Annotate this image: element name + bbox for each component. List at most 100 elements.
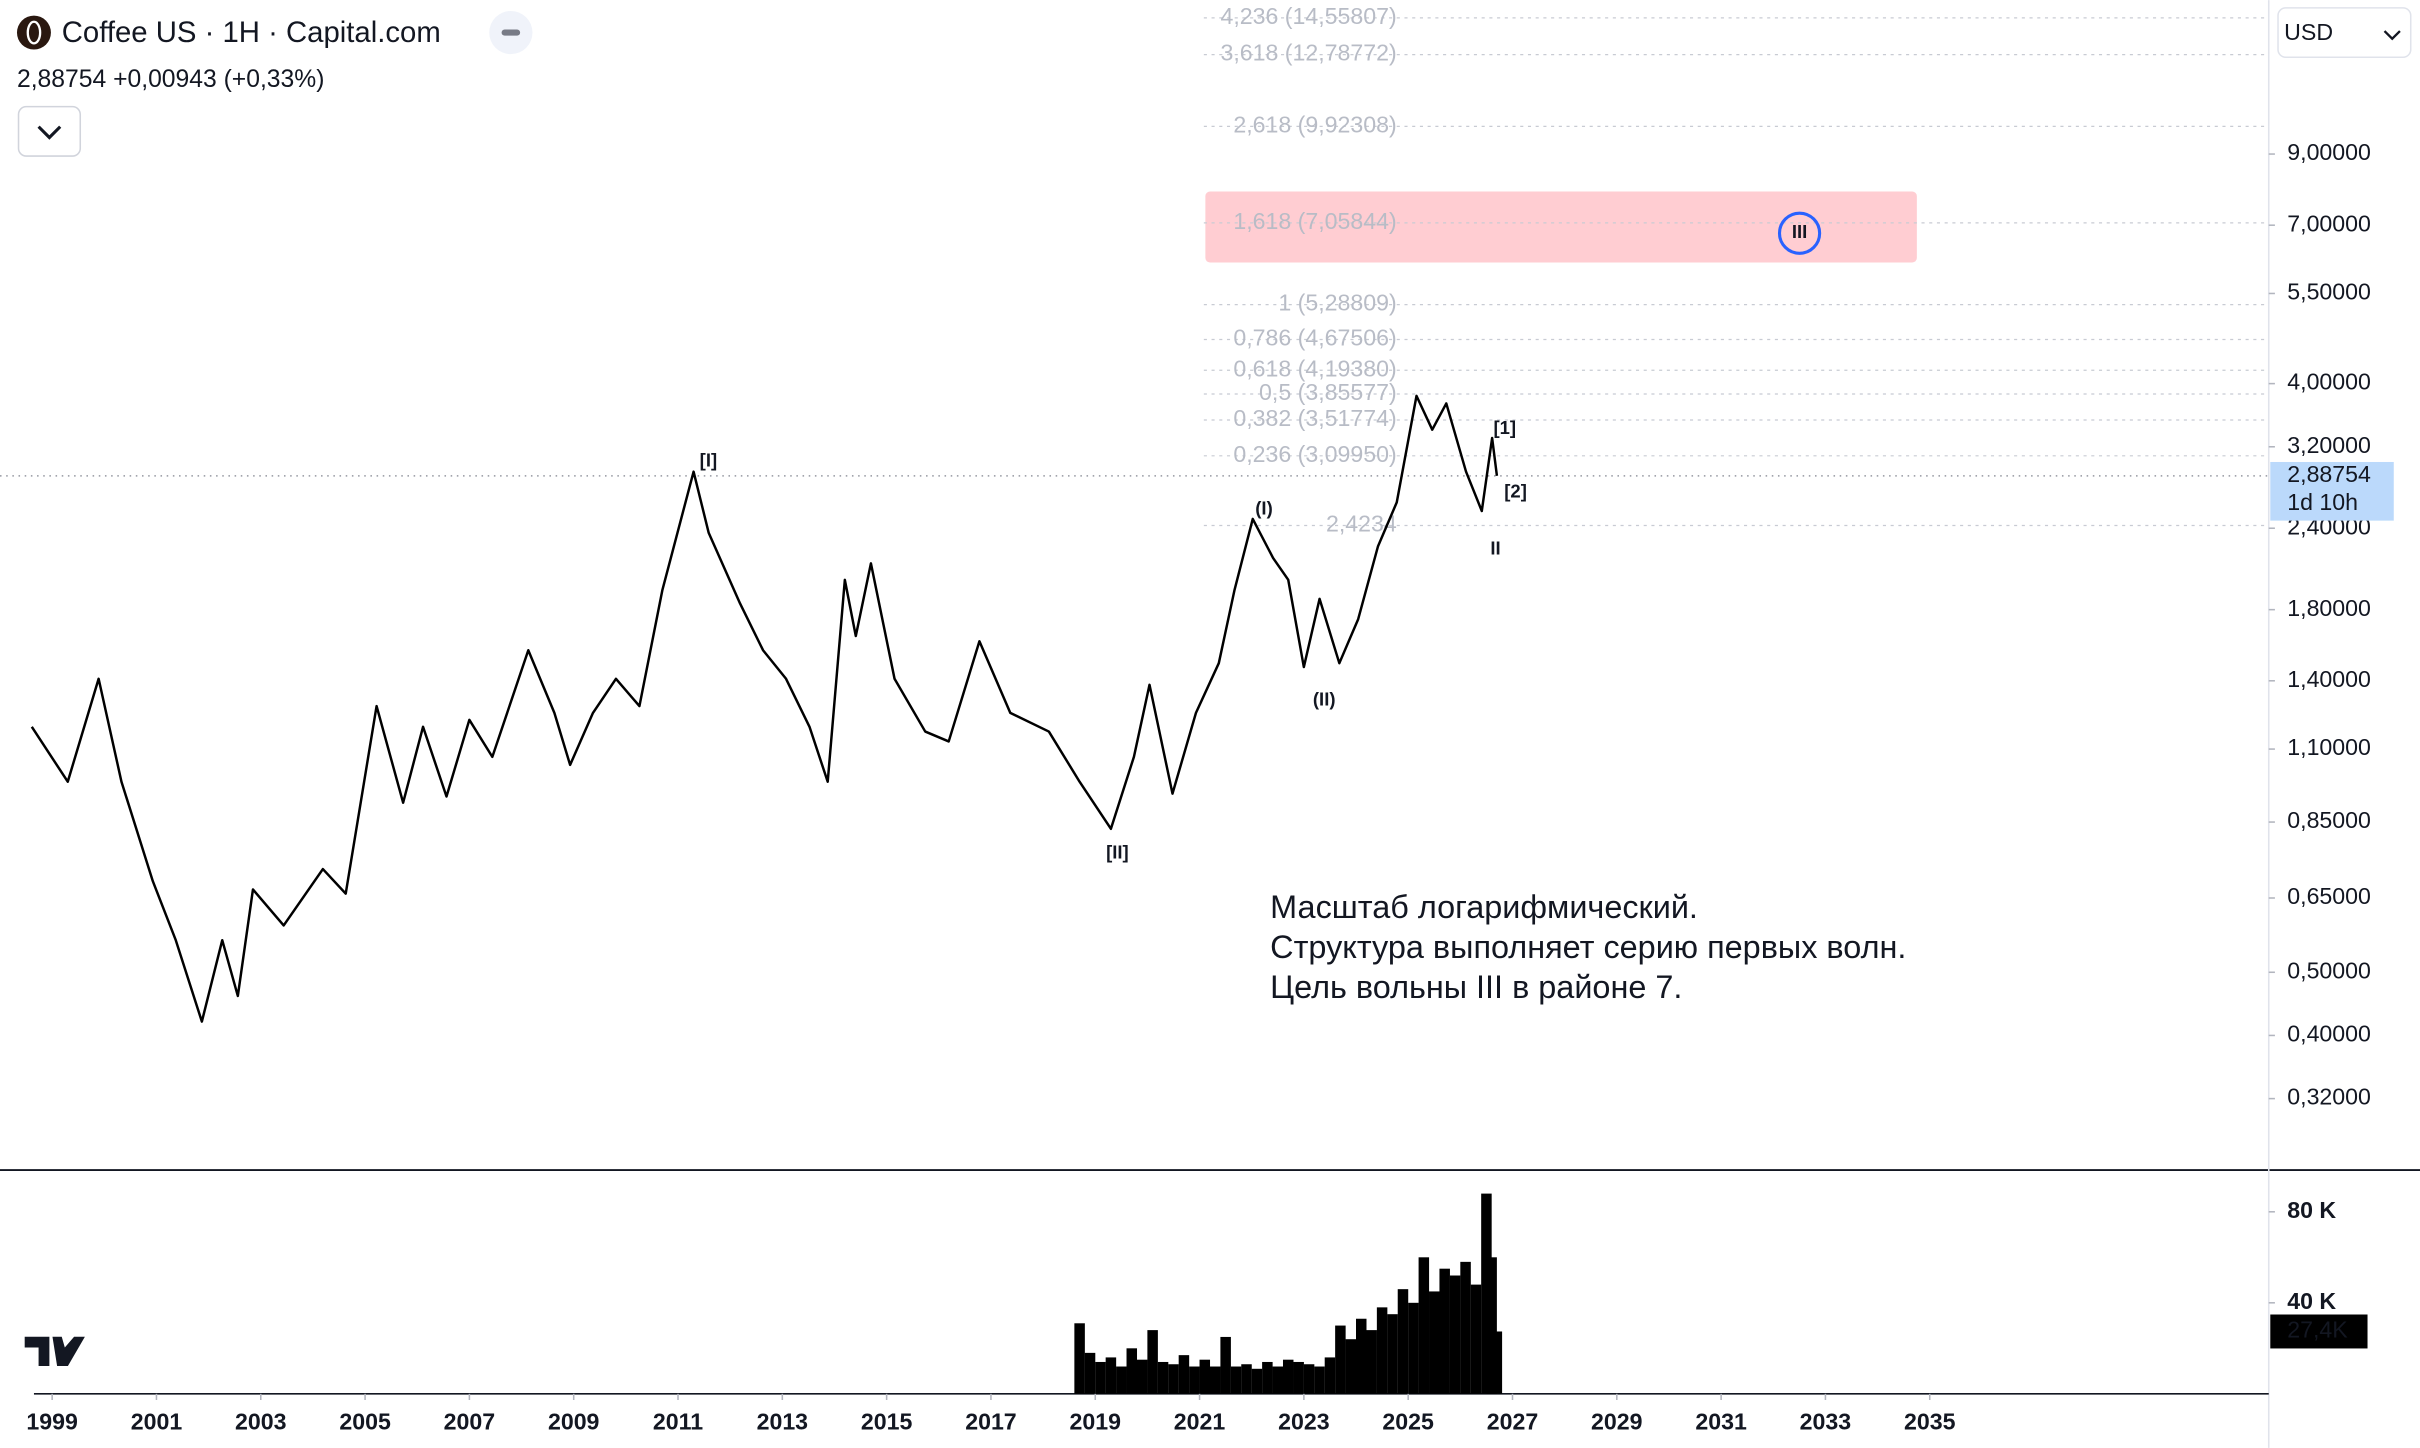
x-tick-label: 2017 <box>965 1408 1016 1434</box>
x-tick-label: 2027 <box>1487 1408 1538 1434</box>
x-tick-label: 2029 <box>1591 1408 1643 1434</box>
y-tick-label: 1,10000 <box>2287 734 2371 760</box>
y-tick-label: 0,40000 <box>2287 1021 2371 1047</box>
y-tick-label: 0,85000 <box>2287 807 2371 833</box>
wave-label: [II] <box>1106 842 1129 863</box>
wave-label: (II) <box>1313 689 1336 710</box>
fib-label: 0,236 (3,09950) <box>1233 441 1396 467</box>
wave-target-circle <box>1777 211 1822 255</box>
volume-bar <box>1345 1339 1357 1394</box>
volume-bar <box>1147 1330 1158 1394</box>
volume-bar <box>1168 1364 1179 1394</box>
x-tick-label: 2003 <box>235 1408 287 1434</box>
volume-bar <box>1178 1355 1190 1394</box>
annotation-line: Структура выполняет серию первых волн. <box>1270 929 1906 965</box>
currency-chevron <box>2383 30 2401 41</box>
x-tick-label: 2033 <box>1800 1408 1852 1434</box>
collapse-icon <box>501 29 521 36</box>
y-tick-label: 0,50000 <box>2287 957 2371 983</box>
wave-label: [I] <box>700 450 717 471</box>
volume-bar <box>1486 1257 1497 1394</box>
fib-label: 2,4234 <box>1326 511 1397 537</box>
x-tick-label: 2013 <box>757 1408 809 1434</box>
x-tick-label: 2005 <box>339 1408 391 1434</box>
fib-label: 3,618 (12,78772) <box>1220 40 1396 66</box>
volume-bar <box>1314 1366 1325 1394</box>
symbol-logo <box>16 15 51 50</box>
volume-bar <box>1460 1261 1471 1394</box>
fib-label: 4,236 (14,55807) <box>1220 3 1396 29</box>
fib-label: 0,382 (3,51774) <box>1233 405 1396 431</box>
volume-bar <box>1439 1268 1450 1394</box>
volume-bar <box>1376 1307 1388 1394</box>
brand-logo <box>24 1336 85 1367</box>
countdown-label: 1d 10h <box>2287 489 2358 515</box>
y-tick-label: 7,00000 <box>2287 210 2371 236</box>
volume-bar <box>1084 1352 1096 1394</box>
price-line <box>30 394 1499 1023</box>
y-tick-label: 0,32000 <box>2287 1084 2371 1110</box>
volume-bar <box>1220 1336 1231 1394</box>
target-zone <box>1205 191 1917 263</box>
volume-bar <box>1199 1359 1211 1394</box>
volume-bar <box>1366 1330 1377 1394</box>
wave-label: [2] <box>1504 480 1527 501</box>
x-tick-label: 2023 <box>1278 1408 1330 1434</box>
y-tick-label: 0,65000 <box>2287 883 2371 909</box>
x-tick-label: 2019 <box>1070 1408 1122 1434</box>
y-tick-label: 4,00000 <box>2287 369 2371 395</box>
volume-bar <box>1136 1359 1148 1394</box>
volume-bar <box>1209 1366 1221 1394</box>
x-tick-label: 2009 <box>548 1408 600 1434</box>
symbol-logo-bean <box>26 20 42 45</box>
symbol-title: Coffee US · 1H · Capital.com <box>62 16 441 49</box>
volume-bar <box>1397 1289 1409 1394</box>
annotation-line: Масштаб логарифмический. <box>1270 889 1698 925</box>
volume-bar <box>1387 1314 1398 1394</box>
volume-bar <box>1189 1366 1200 1394</box>
x-tick-label: 2015 <box>861 1408 913 1434</box>
volume-bar <box>1282 1359 1294 1394</box>
volume-bar <box>1074 1323 1085 1394</box>
volume-bar <box>1470 1284 1482 1394</box>
volume-bar <box>1157 1361 1169 1394</box>
volume-bar <box>1324 1357 1336 1394</box>
volume-bar <box>1429 1291 1440 1394</box>
fib-label: 1,618 (7,05844) <box>1233 208 1396 234</box>
volume-bar <box>1491 1331 1503 1394</box>
x-tick-label: 2021 <box>1174 1408 1226 1434</box>
y-tick-label: 80 K <box>2287 1197 2336 1223</box>
wave-label: (I) <box>1255 497 1272 518</box>
volume-bar <box>1251 1368 1263 1394</box>
volume-bar <box>1356 1318 1367 1394</box>
fib-label: 0,5 (3,85577) <box>1259 379 1397 405</box>
volume-bar <box>1230 1366 1242 1394</box>
x-tick-label: 2025 <box>1382 1408 1434 1434</box>
volume-bar <box>1105 1357 1117 1394</box>
currency-select[interactable] <box>2277 7 2412 59</box>
y-tick-label: 1,80000 <box>2287 595 2371 621</box>
y-tick-label: 9,00000 <box>2287 139 2371 165</box>
volume-bar <box>1303 1364 1315 1394</box>
volume-tag <box>2270 1314 2368 1349</box>
y-tick-label: 40 K <box>2287 1288 2336 1314</box>
volume-bar <box>1449 1275 1461 1394</box>
volume-bar <box>1241 1364 1252 1394</box>
expand-button[interactable] <box>17 105 82 157</box>
y-tick-label: 3,20000 <box>2287 432 2371 458</box>
volume-bar <box>1335 1325 1346 1394</box>
currency-label: USD <box>2284 19 2333 45</box>
volume-bar <box>1272 1366 1284 1394</box>
wave-label: [1] <box>1493 417 1516 438</box>
volume-bar <box>1095 1361 1106 1394</box>
volume-bar <box>1262 1361 1273 1394</box>
volume-bar <box>1293 1361 1304 1394</box>
volume-bar <box>1116 1366 1127 1394</box>
x-tick-label: 2011 <box>653 1408 703 1434</box>
annotation-line: Цель вольны III в районе 7. <box>1270 969 1682 1005</box>
fib-label: 0,786 (4,67506) <box>1233 325 1396 351</box>
volume-tag-label: 27,4K <box>2287 1317 2348 1343</box>
y-tick-label: 5,50000 <box>2287 279 2371 305</box>
x-tick-label: 1999 <box>26 1408 78 1434</box>
